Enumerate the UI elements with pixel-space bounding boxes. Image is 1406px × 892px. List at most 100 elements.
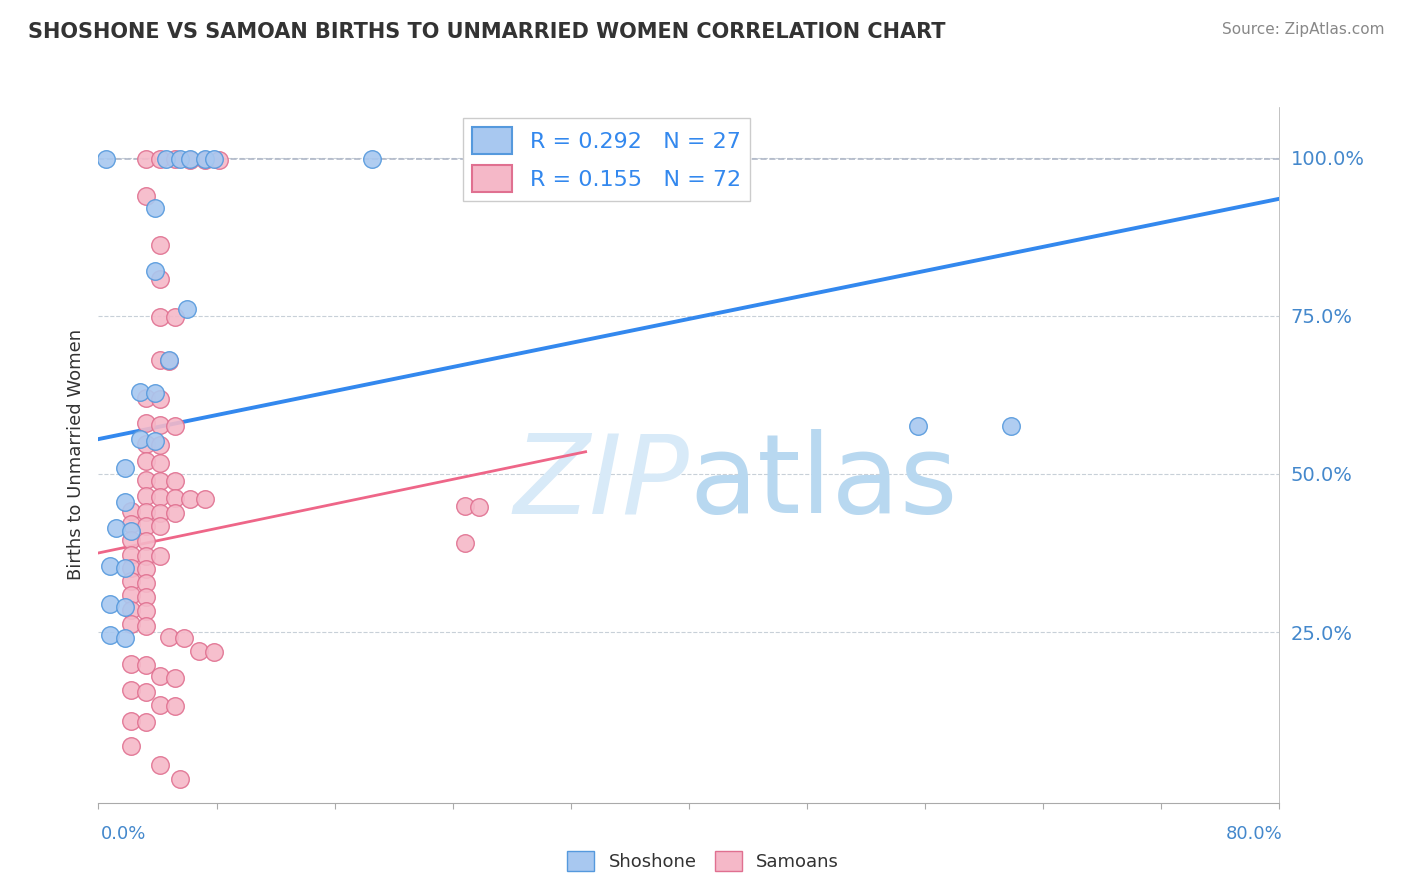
Point (120, 524, 142, 538)
Point (179, 152, 201, 166)
Point (169, 152, 191, 166)
Point (149, 491, 172, 505)
Point (149, 272, 172, 286)
Point (208, 153, 231, 167)
Point (135, 685, 157, 699)
Point (135, 575, 157, 590)
Point (453, 536, 475, 550)
Point (194, 153, 217, 167)
Point (155, 152, 177, 166)
Text: 80.0%: 80.0% (1226, 825, 1282, 843)
Point (114, 460, 136, 475)
Point (149, 506, 172, 520)
Point (98, 628, 121, 642)
Text: ZIP: ZIP (513, 429, 689, 536)
Point (169, 772, 191, 786)
Point (179, 492, 201, 507)
Point (453, 499, 475, 513)
Point (173, 632, 195, 646)
Point (165, 310, 187, 324)
Point (149, 669, 172, 683)
Point (135, 454, 157, 468)
Text: 0.0%: 0.0% (101, 825, 146, 843)
Point (120, 617, 142, 632)
Point (114, 495, 136, 509)
Point (135, 533, 157, 548)
Point (135, 391, 157, 405)
Point (149, 353, 172, 368)
Point (98, 558, 121, 573)
Text: SHOSHONE VS SAMOAN BIRTHS TO UNMARRIED WOMEN CORRELATION CHART: SHOSHONE VS SAMOAN BIRTHS TO UNMARRIED W… (28, 22, 946, 42)
Point (135, 152, 157, 166)
Point (135, 657, 157, 672)
Point (149, 519, 172, 533)
Point (149, 549, 172, 563)
Point (135, 473, 157, 487)
Point (149, 392, 172, 407)
Point (202, 152, 225, 166)
Point (149, 238, 172, 252)
Point (135, 591, 157, 605)
Point (194, 152, 217, 166)
Point (120, 603, 142, 617)
Point (202, 645, 225, 659)
Point (187, 644, 209, 658)
Point (135, 518, 157, 533)
Point (143, 386, 166, 401)
Point (360, 152, 382, 166)
Point (157, 354, 180, 368)
Point (165, 491, 187, 505)
Point (120, 588, 142, 602)
Point (135, 562, 157, 576)
Point (120, 574, 142, 589)
Point (94, 152, 117, 166)
Point (179, 153, 201, 167)
Point (128, 384, 150, 399)
Point (149, 757, 172, 772)
Point (149, 152, 172, 166)
Point (120, 560, 142, 574)
Point (120, 683, 142, 698)
Point (149, 475, 172, 489)
Point (143, 201, 166, 215)
Point (120, 739, 142, 753)
Point (120, 503, 142, 517)
Point (157, 630, 180, 644)
Point (149, 438, 172, 452)
Point (135, 505, 157, 519)
Point (135, 618, 157, 632)
Point (114, 632, 136, 646)
Point (149, 456, 172, 470)
Point (165, 475, 187, 489)
Point (120, 533, 142, 548)
Point (907, 419, 929, 434)
Point (114, 560, 136, 574)
Point (135, 549, 157, 563)
Text: atlas: atlas (689, 429, 957, 536)
Point (135, 436, 157, 450)
Point (135, 489, 157, 503)
Point (135, 714, 157, 729)
Point (468, 500, 491, 514)
Point (120, 517, 142, 532)
Point (165, 506, 187, 520)
Point (149, 310, 172, 324)
Point (176, 302, 198, 317)
Point (120, 714, 142, 728)
Point (149, 417, 172, 432)
Point (165, 699, 187, 714)
Point (157, 353, 180, 368)
Point (120, 657, 142, 671)
Legend: R = 0.292   N = 27, R = 0.155   N = 72: R = 0.292 N = 27, R = 0.155 N = 72 (463, 118, 749, 202)
Point (114, 599, 136, 614)
Point (1000, 419, 1022, 434)
Text: Source: ZipAtlas.com: Source: ZipAtlas.com (1222, 22, 1385, 37)
Legend: Shoshone, Samoans: Shoshone, Samoans (560, 844, 846, 879)
Point (149, 698, 172, 712)
Point (128, 432, 150, 446)
Point (120, 548, 142, 562)
Point (143, 434, 166, 448)
Point (143, 264, 166, 278)
Point (194, 492, 217, 507)
Point (98, 597, 121, 611)
